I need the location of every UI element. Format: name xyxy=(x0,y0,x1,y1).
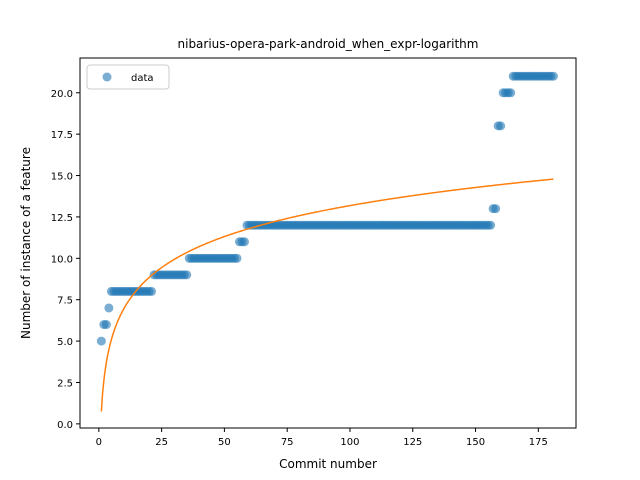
data-point xyxy=(96,336,106,346)
legend-box xyxy=(86,64,170,90)
data-point xyxy=(232,253,242,263)
y-tick-label: 0.0 xyxy=(57,420,73,431)
y-axis-label: Number of instance of a feature xyxy=(19,147,33,339)
data-point xyxy=(548,71,558,81)
data-point xyxy=(101,320,111,330)
legend: data xyxy=(86,64,170,90)
fit-line xyxy=(100,178,554,412)
x-tick-label: 100 xyxy=(340,437,359,448)
plot-frame xyxy=(79,57,577,429)
x-tick-label: 25 xyxy=(155,437,168,448)
y-axis: 0.0 2.5 5.0 7.5 10.0 12.5 15.0 17.5 20.0 xyxy=(51,89,80,431)
y-tick-label: 20.0 xyxy=(51,89,73,100)
data-point xyxy=(506,88,516,98)
x-tick-label: 50 xyxy=(218,437,231,448)
y-tick-label: 2.5 xyxy=(57,378,73,389)
legend-label-data: data xyxy=(131,73,154,84)
scatter-series xyxy=(96,71,558,346)
data-point xyxy=(496,121,506,131)
x-tick-label: 150 xyxy=(466,437,485,448)
x-tick-label: 125 xyxy=(403,437,422,448)
chart-title: nibarius-opera-park-android_when_expr-lo… xyxy=(178,37,479,51)
x-tick-label: 175 xyxy=(529,437,548,448)
data-point xyxy=(104,303,114,313)
x-tick-label: 0 xyxy=(96,437,102,448)
x-axis-label: Commit number xyxy=(279,457,377,471)
data-point xyxy=(239,237,249,247)
data-point xyxy=(486,220,496,230)
data-point xyxy=(182,270,192,280)
y-tick-label: 17.5 xyxy=(51,130,73,141)
fit-line-series xyxy=(100,178,554,412)
y-tick-label: 5.0 xyxy=(57,337,73,348)
y-tick-label: 12.5 xyxy=(51,213,73,224)
legend-marker-data xyxy=(102,72,112,82)
data-point xyxy=(147,286,157,296)
y-tick-label: 10.0 xyxy=(51,254,73,265)
x-axis: 0 25 50 75 100 125 150 175 xyxy=(96,428,548,448)
y-tick-label: 15.0 xyxy=(51,172,73,183)
data-point xyxy=(491,204,501,214)
y-tick-label: 7.5 xyxy=(57,296,73,307)
x-tick-label: 75 xyxy=(281,437,294,448)
